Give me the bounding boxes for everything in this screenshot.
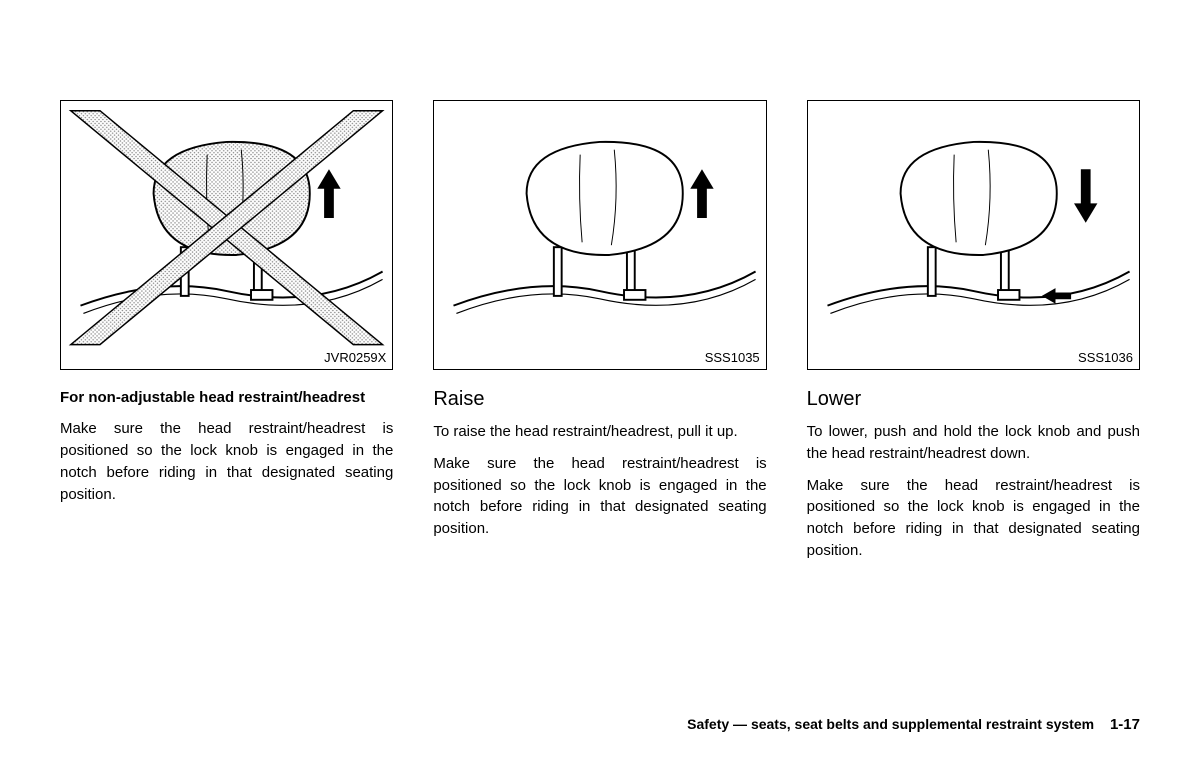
section-title-raise: Raise — [433, 388, 766, 411]
column-2: SSS1035 Raise To raise the head restrain… — [433, 100, 766, 562]
figure-label-1: JVR0259X — [324, 350, 386, 365]
figure-box-2: SSS1035 — [433, 100, 766, 370]
headrest-lower-icon — [808, 101, 1139, 364]
paragraph: Make sure the head restraint/headrest is… — [60, 418, 393, 505]
figure-label-2: SSS1035 — [705, 350, 760, 365]
section-title-lower: Lower — [807, 388, 1140, 411]
manual-page: JVR0259X For non-adjustable head restrai… — [0, 0, 1200, 602]
column-1: JVR0259X For non-adjustable head restrai… — [60, 100, 393, 562]
paragraph: Make sure the head restraint/headrest is… — [433, 453, 766, 540]
headrest-crossed-icon — [61, 101, 392, 364]
page-footer: Safety — seats, seat belts and supplemen… — [687, 716, 1140, 733]
headrest-raise-icon — [434, 101, 765, 364]
bold-heading: For non-adjustable head restraint/head­r… — [60, 388, 393, 408]
column-3: SSS1036 Lower To lower, push and hold th… — [807, 100, 1140, 562]
footer-page-number: 1-17 — [1110, 716, 1140, 733]
paragraph: Make sure the head restraint/headrest is… — [807, 475, 1140, 562]
footer-section: Safety — seats, seat belts and supplemen… — [687, 716, 1094, 732]
column-row: JVR0259X For non-adjustable head restrai… — [60, 100, 1140, 562]
figure-label-3: SSS1036 — [1078, 350, 1133, 365]
paragraph: To raise the head restraint/headrest, pu… — [433, 421, 766, 443]
figure-box-1: JVR0259X — [60, 100, 393, 370]
paragraph: To lower, push and hold the lock knob an… — [807, 421, 1140, 465]
figure-box-3: SSS1036 — [807, 100, 1140, 370]
